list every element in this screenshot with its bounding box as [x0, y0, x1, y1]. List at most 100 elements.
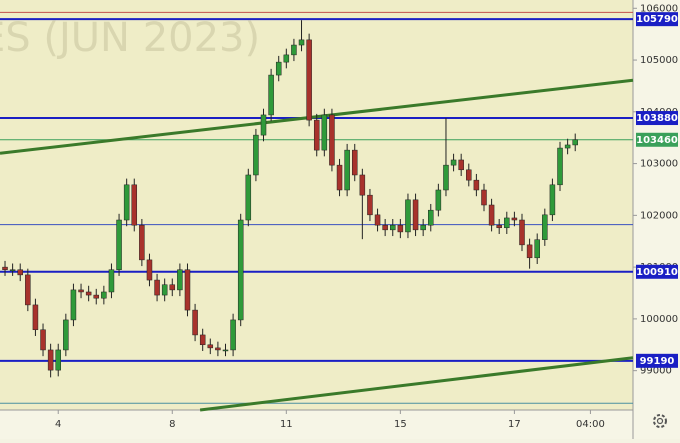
candle-body	[101, 291, 107, 299]
candle-body	[47, 349, 54, 371]
candle-body	[131, 184, 138, 226]
x-tick-label: 11	[280, 419, 293, 430]
candle-body	[534, 239, 540, 259]
candle-body	[526, 244, 533, 259]
watermark: ES (JUN 2023)	[0, 15, 260, 61]
candle-body	[351, 149, 358, 176]
x-tick-label: 4	[55, 419, 61, 430]
candle-body	[435, 189, 442, 211]
candle-body	[374, 214, 381, 226]
candle-body	[253, 134, 259, 176]
y-tick-label: 102000	[640, 210, 678, 221]
x-tick-label: 8	[169, 419, 175, 430]
price-label-bg	[636, 264, 678, 279]
candle-body	[260, 114, 267, 136]
trend-line	[199, 356, 634, 412]
candle-body	[367, 194, 373, 216]
candle-body	[108, 269, 115, 293]
candle-body	[466, 169, 472, 181]
candle-body	[359, 174, 366, 196]
price-label: 99190	[640, 356, 675, 367]
candle-body	[199, 334, 206, 346]
candle-body	[336, 164, 343, 191]
candle-body	[9, 269, 16, 271]
axis-bg	[0, 410, 633, 439]
candle-body	[557, 147, 563, 186]
candle-body	[291, 44, 297, 56]
candle-body	[237, 219, 244, 321]
candle-body	[321, 114, 328, 151]
x-tick-label: 15	[394, 419, 407, 430]
plot-bg	[0, 0, 633, 410]
candle-body	[70, 289, 77, 321]
candle-body	[230, 319, 236, 351]
candle-body	[40, 329, 46, 351]
price-label: 103460	[636, 135, 678, 146]
settings-icon[interactable]	[653, 414, 667, 428]
candle-body	[564, 144, 571, 149]
candle-body	[496, 224, 502, 229]
candle-body	[397, 224, 404, 233]
candle-body	[542, 214, 548, 240]
candle-body	[169, 284, 176, 291]
candle-body	[458, 159, 464, 171]
candle-body	[275, 61, 282, 76]
x-tick-label: 04:00	[576, 419, 605, 430]
candle-body	[63, 319, 69, 351]
candle-body	[504, 217, 510, 229]
candle-body	[146, 259, 153, 281]
price-label: 103880	[636, 113, 678, 124]
candle-body	[192, 309, 198, 336]
y-tick-label: 100000	[640, 314, 678, 325]
candle-body	[473, 179, 480, 191]
price-label-bg	[636, 353, 678, 368]
candle-body	[443, 164, 449, 191]
candle-body	[405, 199, 411, 233]
candle-body	[139, 224, 145, 261]
candle-body	[25, 274, 31, 306]
candle-body	[207, 344, 214, 349]
candle-body	[313, 119, 320, 151]
candle-body	[519, 219, 525, 246]
candle-body	[488, 204, 495, 226]
candle-body	[85, 291, 92, 296]
candle-body	[306, 39, 312, 121]
candle-body	[55, 349, 61, 371]
candle-body	[93, 294, 100, 299]
y-tick-label: 103000	[640, 159, 678, 170]
price-label-bg	[636, 12, 678, 27]
candle-body	[184, 269, 191, 311]
y-tick-label: 105000	[640, 55, 678, 66]
candle-body	[481, 189, 487, 206]
candle-body	[222, 349, 229, 352]
candle-body	[78, 289, 84, 293]
price-label: 100910	[636, 267, 678, 278]
candle-body	[177, 269, 183, 291]
y-tick-label: 106000	[640, 3, 678, 14]
candle-body	[511, 217, 518, 221]
candle-body	[32, 304, 39, 331]
candle-body	[329, 114, 335, 166]
price-label: 105790	[636, 14, 678, 25]
candle-body	[549, 184, 556, 216]
candle-body	[17, 269, 23, 276]
candle-body	[572, 139, 578, 146]
candle-body	[382, 224, 388, 231]
x-tick-label: 17	[508, 419, 521, 430]
price-label-bg	[636, 111, 678, 126]
candle-body	[161, 284, 168, 296]
candle-body	[245, 174, 252, 221]
y-tick-label: 99000	[640, 366, 672, 377]
candle-body	[412, 199, 419, 231]
candle-body	[283, 54, 290, 63]
candle-body	[450, 159, 457, 166]
candle-body	[123, 184, 130, 221]
candle-body	[428, 209, 434, 226]
candle-body	[116, 219, 122, 270]
candle-body	[268, 74, 274, 116]
candle-body	[298, 39, 305, 46]
candle-body	[2, 266, 8, 270]
price-label-bg	[636, 132, 678, 147]
